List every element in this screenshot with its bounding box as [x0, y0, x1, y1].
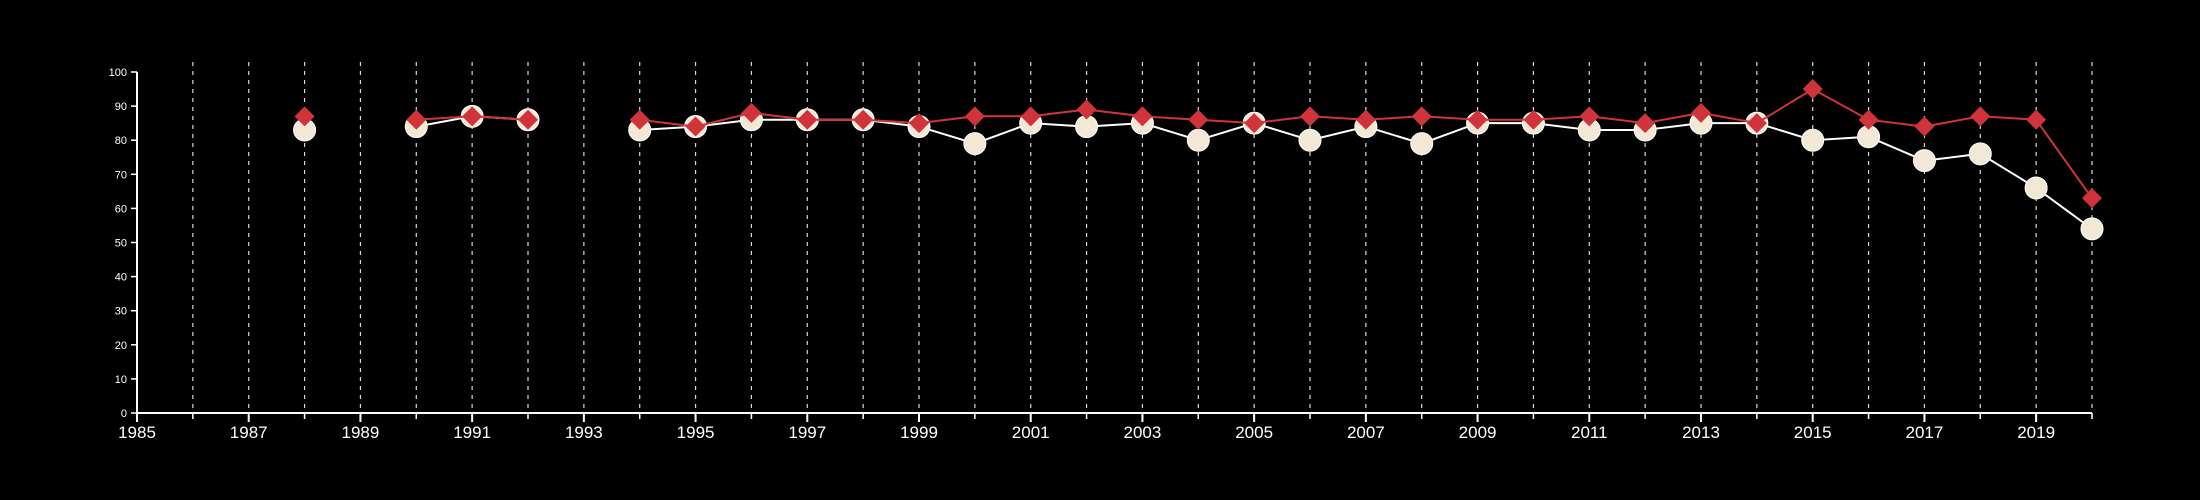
data-point [518, 109, 538, 130]
x-tick-label: 1993 [565, 423, 603, 442]
x-tick-label: 2011 [1571, 423, 1608, 442]
y-tick-label: 50 [115, 238, 127, 250]
axes: 0 10 20 30 40 50 60 70 80 90 100 1985 1987 1989 1991 19… [109, 67, 2093, 442]
data-point [1076, 99, 1097, 120]
y-tick-label: 10 [115, 374, 127, 386]
data-point [2080, 217, 2104, 241]
x-tick-label: 2009 [1459, 423, 1497, 442]
x-tick-label: 1989 [342, 423, 380, 442]
data-point [2082, 188, 2102, 209]
data-point [1858, 109, 1879, 130]
x-tick-label: 1997 [788, 423, 826, 442]
data-point [2024, 176, 2048, 200]
data-point [1411, 106, 1432, 127]
data-point [1298, 128, 1322, 152]
x-tick-label: 2007 [1347, 423, 1385, 442]
data-point [2026, 109, 2047, 130]
data-point [1523, 109, 1544, 130]
data-point [1746, 113, 1767, 134]
y-tick-label: 60 [115, 203, 127, 215]
x-tick-label: 2013 [1682, 423, 1720, 442]
x-tick-label: 1985 [118, 423, 156, 442]
x-tick-label: 2017 [1906, 423, 1944, 442]
data-point [1912, 149, 1936, 173]
data-point [963, 132, 987, 156]
data-point [1244, 113, 1265, 134]
y-tick-label: 20 [115, 340, 127, 352]
data-point [853, 109, 874, 130]
data-point [1968, 142, 1992, 166]
data-point [462, 106, 483, 127]
data-point [1691, 102, 1711, 123]
x-tick-label: 2019 [2017, 423, 2055, 442]
data-point [1410, 132, 1434, 156]
data-point [1467, 109, 1488, 130]
y-tick-label: 90 [115, 101, 127, 113]
data-point [294, 106, 315, 127]
data-point [1914, 116, 1935, 137]
y-tick-label: 80 [115, 135, 127, 147]
data-point [1188, 109, 1209, 130]
y-tick-label: 40 [115, 272, 127, 284]
data-point [1579, 106, 1600, 127]
y-tick-label: 70 [115, 169, 127, 181]
data-point [1186, 128, 1210, 152]
x-tick-label: 1987 [230, 423, 268, 442]
data-point [1635, 113, 1656, 134]
x-tick-label: 1999 [900, 423, 938, 442]
data-point [629, 109, 650, 130]
data-point [1970, 106, 1991, 127]
data-point [1132, 106, 1153, 127]
x-tick-label: 2003 [1124, 423, 1162, 442]
y-tick-label: 100 [109, 67, 127, 79]
data-point [1802, 79, 1823, 100]
x-tick-label: 2005 [1235, 423, 1273, 442]
series-2 [294, 79, 2102, 209]
data-point [1020, 106, 1041, 127]
data-point [406, 109, 427, 130]
x-tick-label: 2001 [1012, 423, 1050, 442]
x-tick-label: 2015 [1794, 423, 1832, 442]
data-point [909, 113, 929, 134]
y-tick-label: 0 [121, 408, 127, 420]
data-point [1300, 106, 1320, 127]
series-group [293, 79, 2104, 241]
x-tick-label: 1995 [677, 423, 715, 442]
x-tick-label: 1991 [453, 423, 491, 442]
data-point [964, 106, 985, 127]
data-point [1355, 109, 1376, 130]
data-point [741, 102, 762, 123]
data-point [797, 109, 818, 130]
data-point [1801, 128, 1825, 152]
data-point [685, 116, 706, 137]
y-tick-label: 30 [115, 306, 127, 318]
